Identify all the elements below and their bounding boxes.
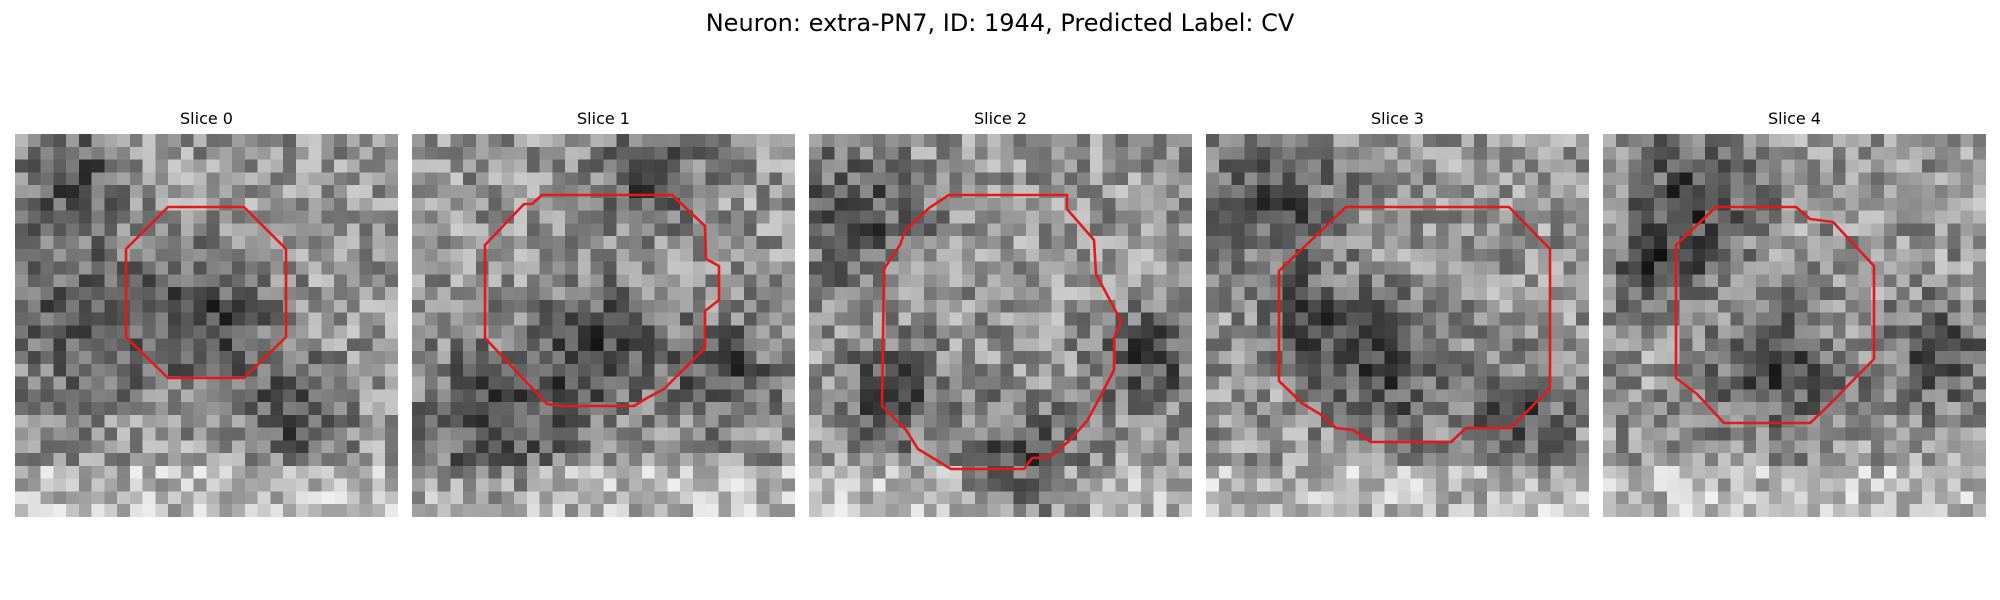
slice-title: Slice 0 [180,109,233,128]
slice-title: Slice 1 [577,109,630,128]
slice-panel-0: Slice 0 [15,108,398,517]
contour-overlay [880,193,1123,471]
microscopy-image [15,134,398,517]
contour-overlay [1674,205,1876,425]
slice-panel-3: Slice 3 [1206,108,1589,517]
microscopy-image [1206,134,1589,517]
cell-contour [1277,205,1552,444]
cell-contour [124,205,288,380]
figure-title: Neuron: extra-PN7, ID: 1944, Predicted L… [705,9,1295,37]
slice-panel-2: Slice 2 [809,108,1192,517]
cell-contour [483,193,721,408]
cell-contour [1674,205,1876,425]
slice-title: Slice 3 [1371,109,1424,128]
slice-panel-4: Slice 4 [1603,108,1986,517]
cell-contour [880,193,1123,471]
microscopy-image [412,134,795,517]
microscopy-image [1603,134,1986,517]
contour-overlay [483,193,721,408]
slice-title: Slice 4 [1768,109,1821,128]
contour-overlay [1277,205,1552,444]
slice-title: Slice 2 [974,109,1027,128]
contour-overlay [124,205,288,380]
microscopy-image [809,134,1192,517]
slice-panel-1: Slice 1 [412,108,795,517]
